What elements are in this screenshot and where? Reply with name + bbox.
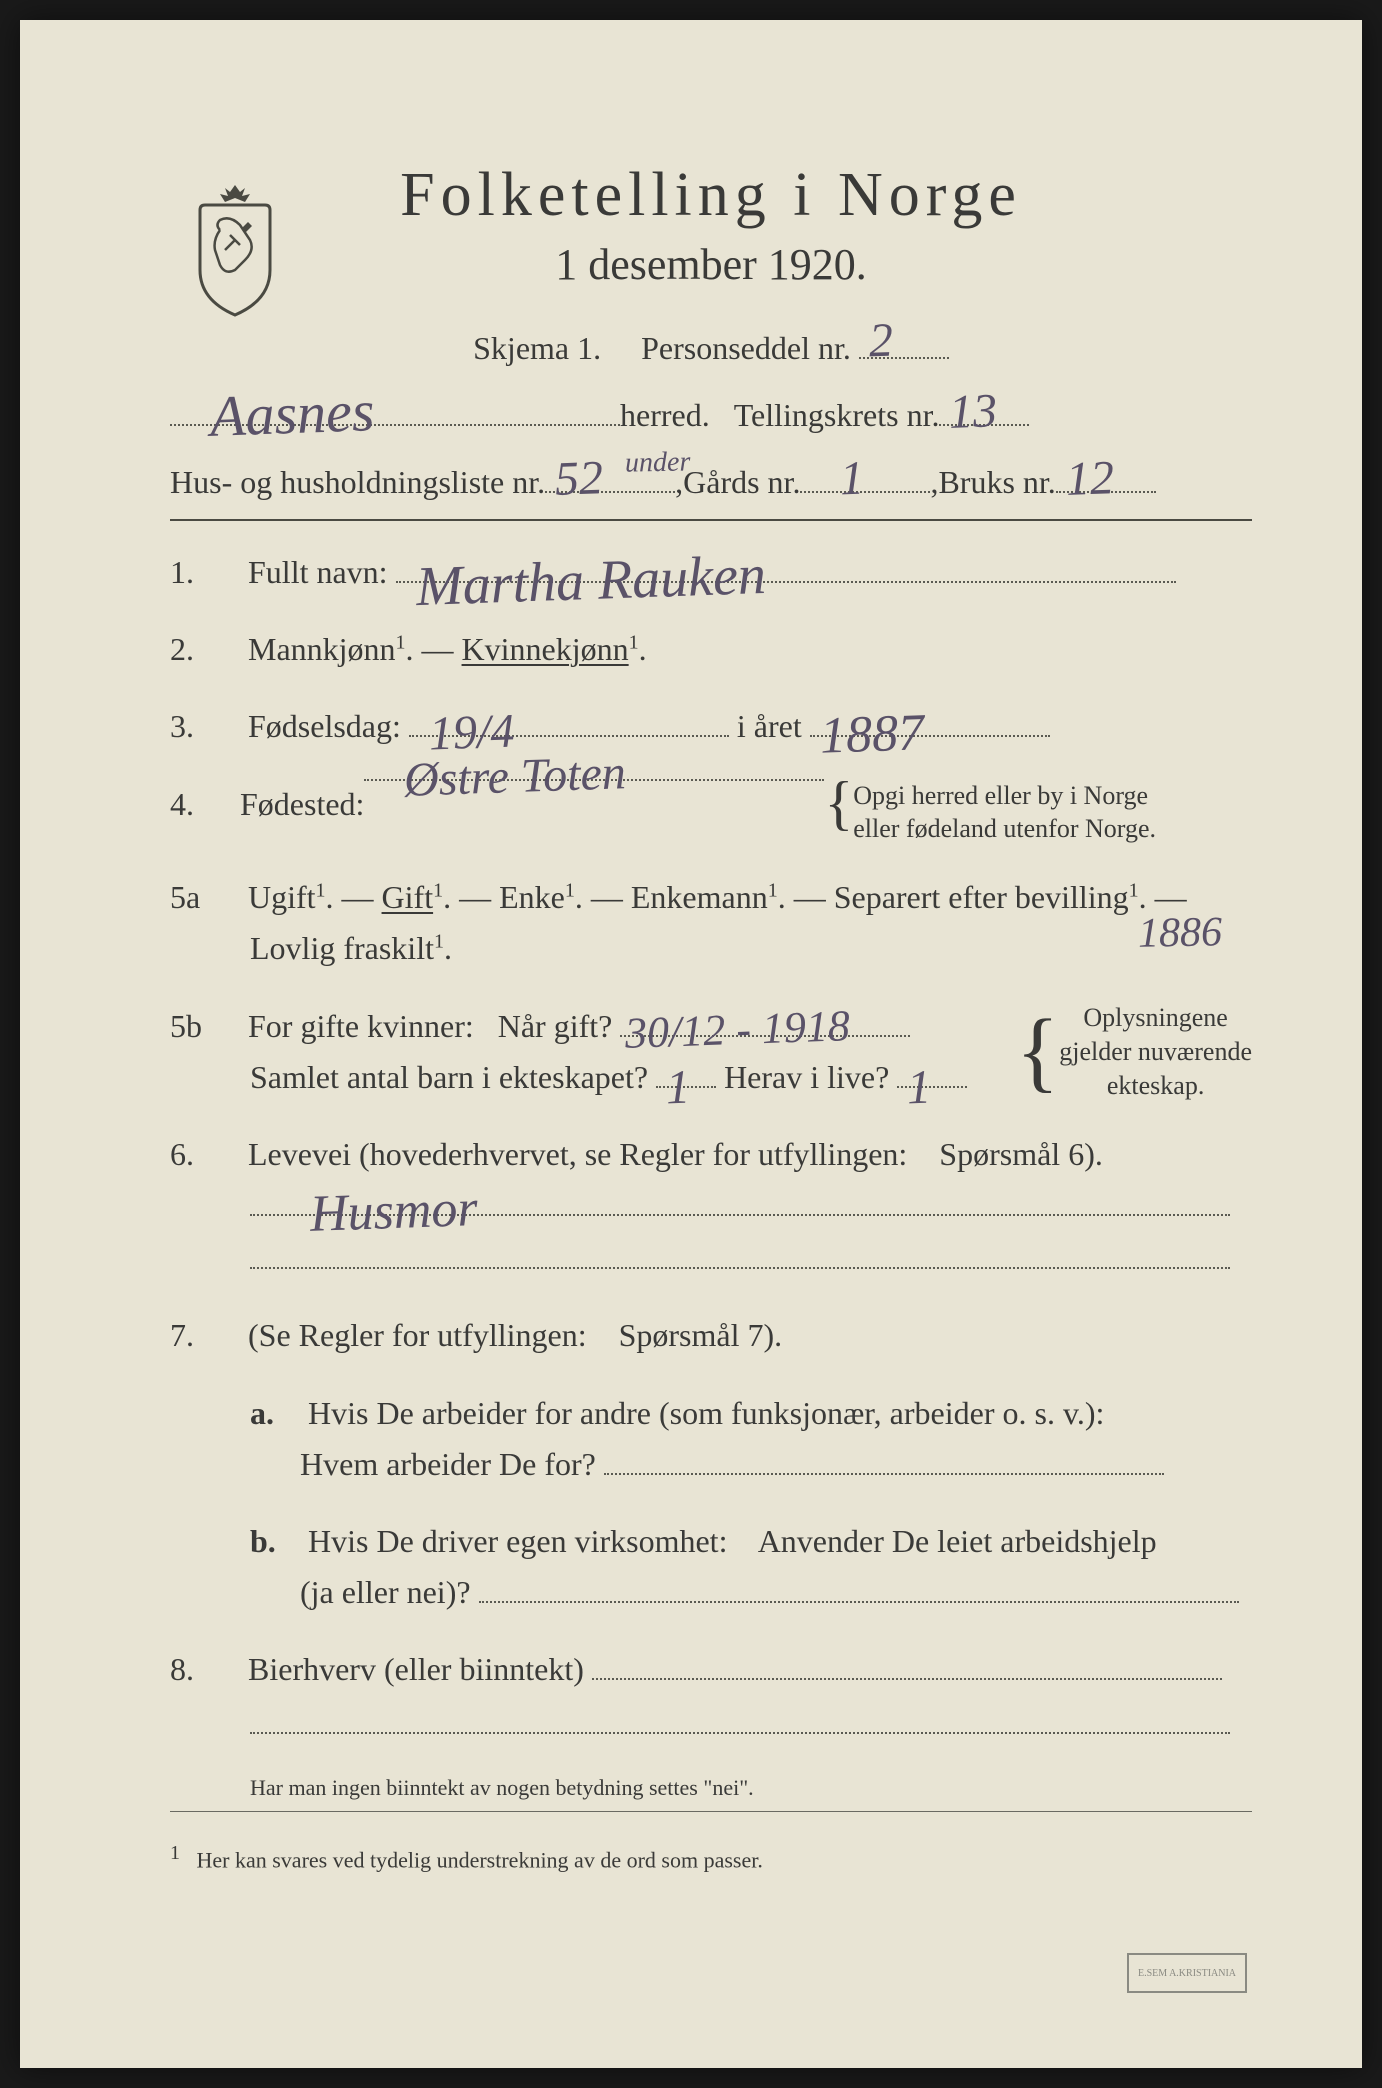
divider xyxy=(170,519,1252,521)
printer-stamp: E.SEM A.KRISTIANIA xyxy=(1127,1953,1247,1993)
herred-value: Aasnes xyxy=(209,377,376,450)
q3-row: 3. Fødselsdag: 19/4 i året 1887 xyxy=(170,701,1252,752)
q6-label: Levevei (hovederhvervet, se Regler for u… xyxy=(248,1136,907,1172)
q2-opt2: Kvinnekjønn xyxy=(462,631,629,667)
gards-value: 1 xyxy=(839,451,865,507)
q7b-text1: Hvis De driver egen virksomhet: xyxy=(308,1523,727,1559)
q5a-opt5: Separert efter bevilling xyxy=(834,879,1129,915)
census-form-page: Folketelling i Norge 1 desember 1920. Sk… xyxy=(20,20,1362,2068)
hushold-note: under xyxy=(625,446,691,479)
footnote: 1 Her kan svares ved tydelig understrekn… xyxy=(170,1842,1252,1873)
q5a-row: 5a Ugift1. — Gift1. — Enke1. — Enkemann1… xyxy=(170,872,1252,974)
q8-row: 8. Bierhverv (eller biinntekt) xyxy=(170,1644,1252,1748)
schema-line: Skjema 1. Personseddel nr. 2 xyxy=(170,330,1252,367)
q7-label2: Spørsmål 7). xyxy=(619,1317,783,1353)
q4-value: Østre Toten xyxy=(403,735,627,819)
q6-label2: Spørsmål 6). xyxy=(939,1136,1103,1172)
page-subtitle: 1 desember 1920. xyxy=(170,239,1252,290)
bruks-value: 12 xyxy=(1065,450,1115,507)
q8-label: Bierhverv (eller biinntekt) xyxy=(248,1651,584,1687)
hushold-label: Hus- og husholdningsliste nr. xyxy=(170,464,545,501)
q5b-row: 5b For gifte kvinner: Når gift? 30/12 - … xyxy=(170,1001,1252,1103)
q5a-opt3: Enke xyxy=(499,879,565,915)
q5a-opt2: Gift xyxy=(382,879,434,915)
q5b-q2: Samlet antal barn i ekteskapet? xyxy=(250,1059,648,1095)
q5b-note: Oplysningene gjelder nuværende ekteskap. xyxy=(1059,1001,1252,1102)
q7b-row: b. Hvis De driver egen virksomhet: Anven… xyxy=(250,1516,1252,1618)
q4-row: 4. Fødested: Østre Toten { Opgi herred e… xyxy=(170,779,1252,847)
q5b-q1: Når gift? xyxy=(498,1008,613,1044)
coat-of-arms-icon xyxy=(180,180,290,320)
q7b-text3: (ja eller nei)? xyxy=(300,1574,471,1610)
schema-label: Skjema 1. xyxy=(473,330,601,366)
q3-label: Fødselsdag: xyxy=(248,708,401,744)
tellingskrets-value: 13 xyxy=(949,383,999,440)
q7a-row: a. Hvis De arbeider for andre (som funks… xyxy=(250,1388,1252,1490)
q6-value: Husmor xyxy=(309,1167,479,1256)
herred-line: Aasnes herred. Tellingskrets nr. 13 xyxy=(170,397,1252,434)
q7-row: 7. (Se Regler for utfyllingen: Spørsmål … xyxy=(170,1310,1252,1361)
q4-note: Opgi herred eller by i Norge eller fødel… xyxy=(853,779,1156,847)
q5b-v2: 1 xyxy=(665,1049,692,1127)
q6-row: 6. Levevei (hovederhvervet, se Regler fo… xyxy=(170,1129,1252,1285)
q1-value: Martha Rauken xyxy=(414,531,767,633)
personseddel-label: Personseddel nr. xyxy=(641,330,851,366)
bruks-label: Bruks nr. xyxy=(938,464,1055,501)
q5b-v3: 1 xyxy=(906,1049,933,1127)
page-title: Folketelling i Norge xyxy=(170,160,1252,231)
gards-label: Gårds nr. xyxy=(683,464,800,501)
q5a-opt6: Lovlig fraskilt xyxy=(250,930,434,966)
note-bottom: Har man ingen biinntekt av nogen betydni… xyxy=(250,1775,1252,1801)
q2-row: 2. Mannkjønn1. — Kvinnekjønn1. xyxy=(170,624,1252,675)
divider-thin xyxy=(170,1811,1252,1812)
q4-label: Fødested: xyxy=(240,779,364,830)
q5a-opt1: Ugift xyxy=(248,879,316,915)
q7a-text2: Hvem arbeider De for? xyxy=(300,1446,596,1482)
q1-label: Fullt navn: xyxy=(248,554,388,590)
list-line: Hus- og husholdningsliste nr. 52 under ,… xyxy=(170,464,1252,501)
q5b-label: For gifte kvinner: xyxy=(248,1008,474,1044)
q1-row: 1. Fullt navn: Martha Rauken xyxy=(170,547,1252,598)
q5b-v1: 30/12 - 1918 xyxy=(624,991,851,1069)
q5a-margin: 1886 xyxy=(1137,899,1222,968)
tellingskrets-label: Tellingskrets nr. xyxy=(734,397,940,434)
q5a-opt4: Enkemann xyxy=(631,879,768,915)
q7a-text1: Hvis De arbeider for andre (som funksjon… xyxy=(308,1395,1104,1431)
q3-mid: i året xyxy=(737,708,802,744)
q7-label: (Se Regler for utfyllingen: xyxy=(248,1317,587,1353)
q3-year: 1887 xyxy=(818,692,925,779)
q2-opt1: Mannkjønn xyxy=(248,631,396,667)
q7b-text2: Anvender De leiet arbeidshjelp xyxy=(758,1523,1157,1559)
personseddel-value: 2 xyxy=(868,313,894,369)
hushold-value: 52 xyxy=(554,450,604,507)
herred-label: herred. xyxy=(620,397,710,434)
